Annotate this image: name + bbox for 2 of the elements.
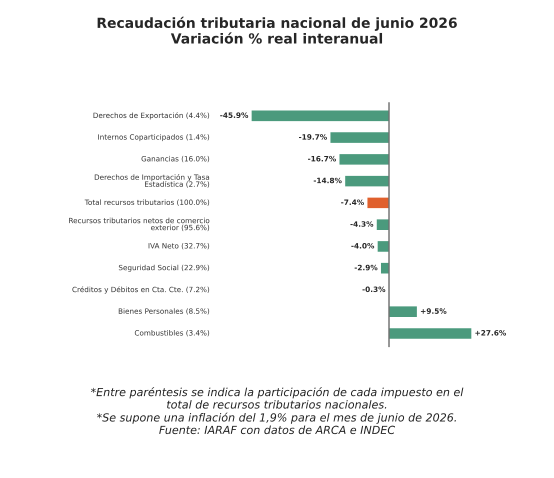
text: *Entre paréntesis se indica la participación de cada impuesto en el total de recursos tributarios nacionales. *Se supone una inflación del 1,9% para el mes de junio de 2026. Fuente: IARAF con datos de ARCA e INDEC (90, 387, 464, 434)
chart-title: Recaudación tributaria nacional de junio 2026 Variación % real interanual (98, 16, 457, 44)
